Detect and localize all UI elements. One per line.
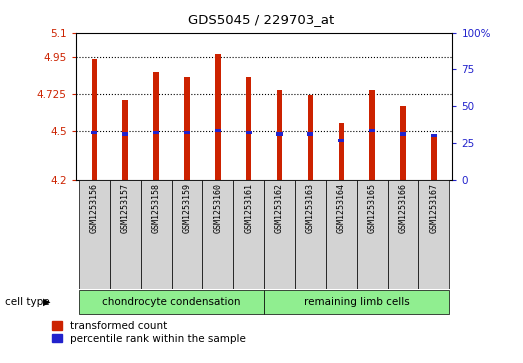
- Text: GSM1253163: GSM1253163: [306, 183, 315, 233]
- Bar: [215, 129, 221, 132]
- Bar: [122, 132, 128, 136]
- Bar: [92, 59, 97, 180]
- Bar: [357, 180, 388, 289]
- Text: GSM1253165: GSM1253165: [368, 183, 377, 233]
- Text: GSM1253157: GSM1253157: [121, 183, 130, 233]
- Text: GSM1253159: GSM1253159: [183, 183, 191, 233]
- Bar: [153, 72, 159, 180]
- Bar: [295, 180, 326, 289]
- Bar: [92, 131, 97, 134]
- Bar: [172, 180, 202, 289]
- Bar: [110, 180, 141, 289]
- Text: GSM1253156: GSM1253156: [90, 183, 99, 233]
- Bar: [338, 123, 344, 180]
- Bar: [141, 180, 172, 289]
- Text: ▶: ▶: [43, 297, 50, 307]
- Bar: [431, 134, 437, 137]
- Text: GSM1253166: GSM1253166: [399, 183, 407, 233]
- Text: GSM1253161: GSM1253161: [244, 183, 253, 233]
- Bar: [308, 132, 313, 136]
- Bar: [122, 99, 128, 180]
- Bar: [246, 77, 252, 180]
- Bar: [184, 77, 190, 180]
- Text: GSM1253158: GSM1253158: [152, 183, 161, 233]
- Text: GDS5045 / 229703_at: GDS5045 / 229703_at: [188, 13, 335, 26]
- Bar: [277, 132, 282, 136]
- Bar: [264, 180, 295, 289]
- Bar: [277, 90, 282, 180]
- Text: GSM1253167: GSM1253167: [429, 183, 438, 233]
- Bar: [184, 131, 190, 134]
- Bar: [369, 129, 375, 132]
- Bar: [326, 180, 357, 289]
- Text: remaining limb cells: remaining limb cells: [304, 297, 410, 307]
- Text: chondrocyte condensation: chondrocyte condensation: [103, 297, 241, 307]
- Bar: [79, 290, 264, 314]
- Bar: [418, 180, 449, 289]
- Bar: [264, 290, 449, 314]
- Bar: [400, 132, 406, 136]
- Bar: [308, 95, 313, 180]
- Text: GSM1253162: GSM1253162: [275, 183, 284, 233]
- Bar: [246, 131, 252, 134]
- Text: cell type: cell type: [5, 297, 50, 307]
- Text: GSM1253164: GSM1253164: [337, 183, 346, 233]
- Bar: [202, 180, 233, 289]
- Bar: [388, 180, 418, 289]
- Bar: [400, 106, 406, 180]
- Legend: transformed count, percentile rank within the sample: transformed count, percentile rank withi…: [52, 321, 246, 344]
- Bar: [79, 180, 110, 289]
- Bar: [338, 139, 344, 142]
- Bar: [153, 131, 159, 134]
- Bar: [431, 134, 437, 180]
- Text: GSM1253160: GSM1253160: [213, 183, 222, 233]
- Bar: [233, 180, 264, 289]
- Bar: [369, 90, 375, 180]
- Bar: [215, 54, 221, 180]
